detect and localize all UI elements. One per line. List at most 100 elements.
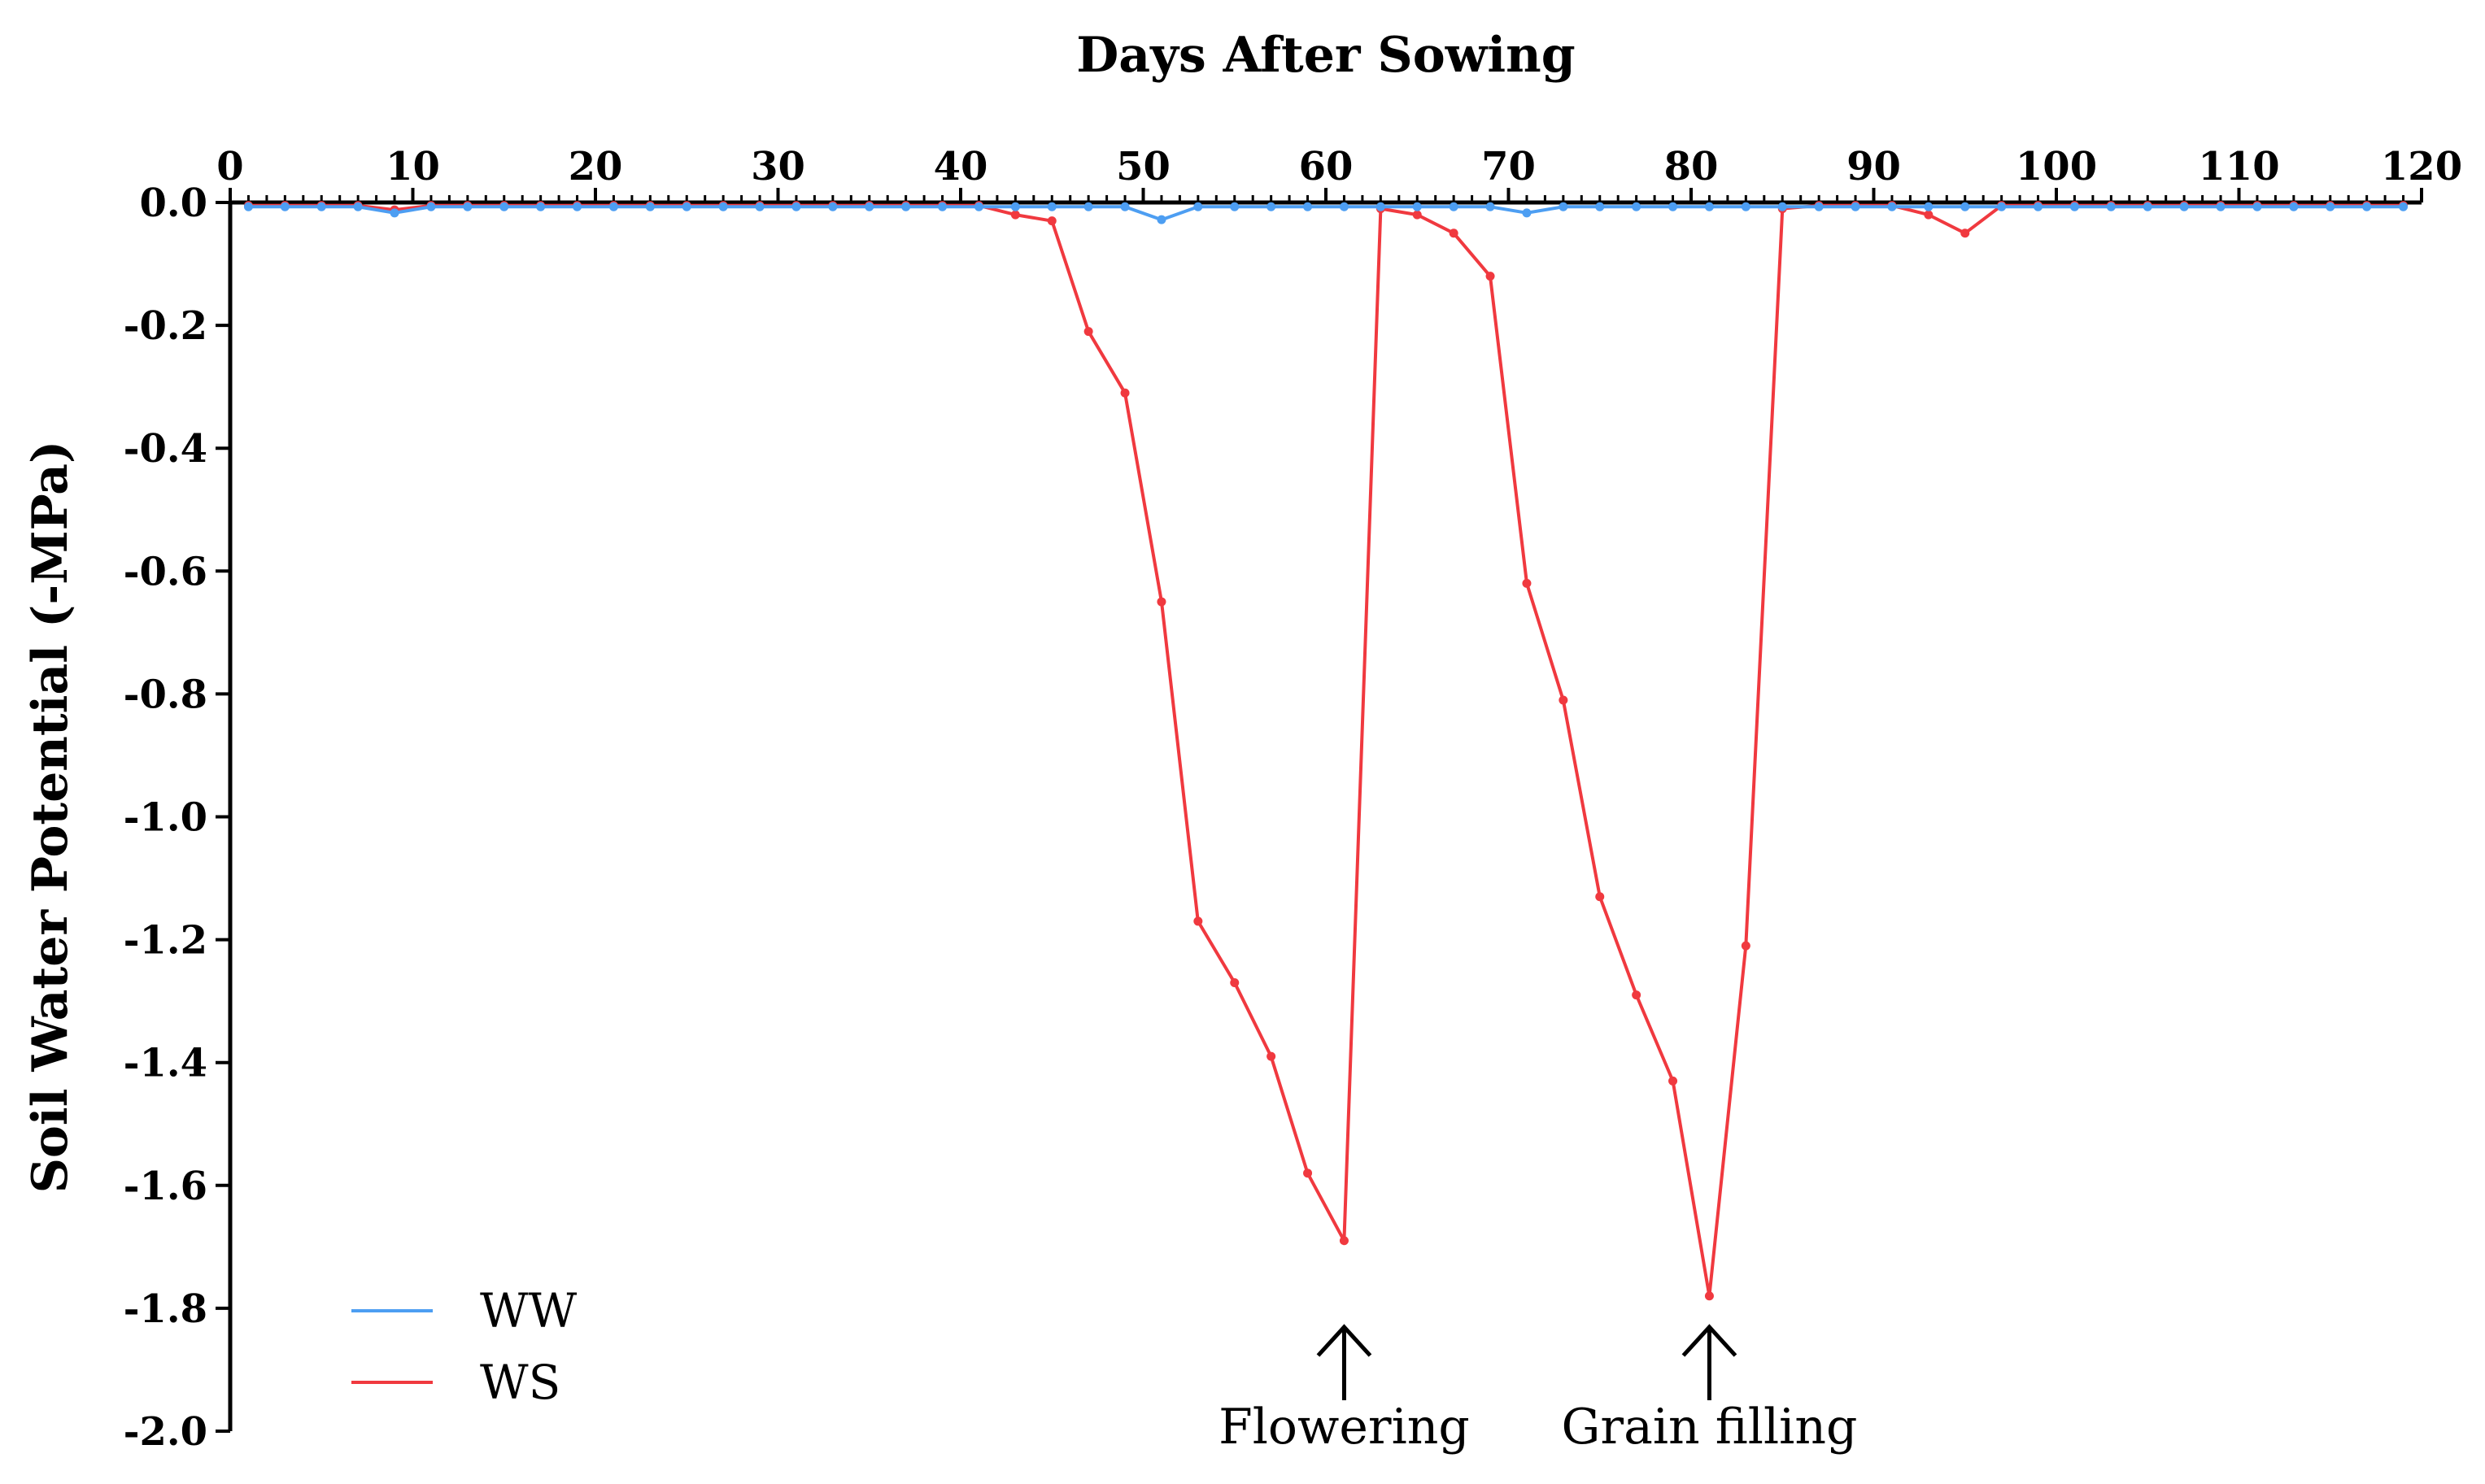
x-tick-label: 120	[2381, 144, 2462, 189]
y-axis-title: Soil Water Potential (-MPa)	[22, 441, 79, 1194]
annotation-arrow-head	[1681, 1324, 1737, 1357]
data-point-ws	[1668, 1076, 1678, 1086]
data-point-ww	[828, 202, 838, 211]
data-point-ws	[1522, 578, 1532, 588]
data-point-ww	[1047, 202, 1057, 211]
data-point-ws	[1047, 216, 1057, 226]
data-point-ww	[1960, 202, 1970, 211]
data-point-ww	[938, 202, 948, 211]
x-tick-label: 80	[1664, 144, 1719, 189]
x-tick-label: 10	[386, 144, 440, 189]
data-point-ww	[1449, 202, 1458, 211]
data-point-ws	[1960, 228, 1970, 238]
data-point-ww	[1266, 202, 1276, 211]
data-point-ws	[1230, 977, 1240, 987]
x-tick-label: 0	[216, 144, 243, 189]
data-point-ws	[1266, 1051, 1276, 1061]
data-point-ws	[1412, 210, 1422, 220]
data-point-ww	[573, 202, 582, 211]
data-point-ww	[2362, 202, 2372, 211]
data-point-ww	[1120, 202, 1130, 211]
series-line-ww	[248, 205, 2404, 222]
data-point-ws	[1485, 272, 1495, 281]
data-point-ww	[499, 202, 509, 211]
series-ww	[243, 202, 2409, 224]
data-point-ww	[901, 202, 911, 211]
x-tick-label: 30	[751, 144, 805, 189]
data-point-ws	[1924, 210, 1934, 220]
data-point-ww	[1668, 202, 1678, 211]
data-point-ww	[1010, 202, 1020, 211]
y-tick-label: -0.4	[124, 426, 207, 472]
data-point-ww	[645, 202, 655, 211]
data-point-ww	[791, 202, 801, 211]
y-tick-label: 0.0	[139, 181, 207, 226]
data-point-ww	[1412, 202, 1422, 211]
data-point-ww	[1157, 215, 1166, 224]
data-point-ww	[1193, 202, 1203, 211]
data-point-ww	[1522, 208, 1532, 218]
data-point-ww	[353, 202, 363, 211]
series-line-ws	[248, 203, 2404, 1298]
x-tick-label: 50	[1116, 144, 1171, 189]
data-point-ww	[1339, 202, 1349, 211]
x-tick-label: 60	[1299, 144, 1354, 189]
legend-label-ws: WS	[480, 1355, 560, 1410]
data-point-ww	[463, 202, 473, 211]
y-tick-label: -1.2	[124, 918, 207, 964]
data-point-ww	[1851, 202, 1860, 211]
data-point-ww	[682, 202, 691, 211]
data-point-ww	[1375, 202, 1385, 211]
data-point-ww	[536, 202, 546, 211]
annotation-flowering: Flowering	[1219, 1324, 1470, 1456]
annotation-grain-filling: Grain filling	[1561, 1324, 1857, 1456]
data-point-ws	[1120, 388, 1130, 398]
data-point-ww	[1485, 202, 1495, 211]
x-major-ticks: 0 10 20 30 40 50 60 70 80 90 100 110 120	[216, 144, 2462, 202]
x-tick-label: 20	[569, 144, 623, 189]
data-point-ww	[865, 202, 874, 211]
data-point-ww	[1595, 202, 1605, 211]
data-point-ww	[1303, 202, 1313, 211]
y-tick-label: -1.0	[124, 795, 207, 841]
series-layer	[243, 201, 2409, 1301]
data-point-ww	[1559, 202, 1568, 211]
data-point-ww	[390, 208, 399, 218]
y-tick-label: -0.8	[124, 672, 207, 717]
data-point-ws	[1741, 941, 1750, 951]
data-point-ww	[1632, 202, 1641, 211]
y-tick-label: -1.6	[124, 1164, 207, 1209]
legend: WW WS	[351, 1283, 578, 1410]
data-point-ww	[426, 202, 436, 211]
x-tick-label: 40	[934, 144, 988, 189]
series-ws	[243, 201, 2409, 1301]
data-point-ws	[1449, 228, 1458, 238]
data-point-ww	[1814, 202, 1824, 211]
data-point-ww	[2252, 202, 2262, 211]
annotation-label: Flowering	[1219, 1399, 1470, 1456]
x-tick-label: 70	[1481, 144, 1536, 189]
data-point-ww	[1777, 202, 1787, 211]
x-tick-label: 90	[1846, 144, 1901, 189]
y-tick-label: -0.6	[124, 549, 207, 594]
data-point-ww	[2179, 202, 2189, 211]
data-point-ww	[1997, 202, 2007, 211]
data-point-ww	[2034, 202, 2043, 211]
data-point-ww	[1704, 202, 1714, 211]
annotation-arrow-head	[1316, 1324, 1372, 1357]
data-point-ww	[316, 202, 326, 211]
data-point-ww	[2326, 202, 2335, 211]
data-point-ww	[974, 202, 983, 211]
data-point-ww	[2143, 202, 2152, 211]
annotations: Flowering Grain filling	[1219, 1324, 1857, 1456]
data-point-ww	[1741, 202, 1750, 211]
y-tick-label: -0.2	[124, 303, 207, 349]
y-tick-label: -2.0	[124, 1409, 207, 1455]
data-point-ws	[1339, 1236, 1349, 1246]
data-point-ww	[2399, 202, 2409, 211]
data-point-ww	[1083, 202, 1093, 211]
data-point-ws	[1193, 916, 1203, 926]
data-point-ws	[1559, 695, 1568, 705]
